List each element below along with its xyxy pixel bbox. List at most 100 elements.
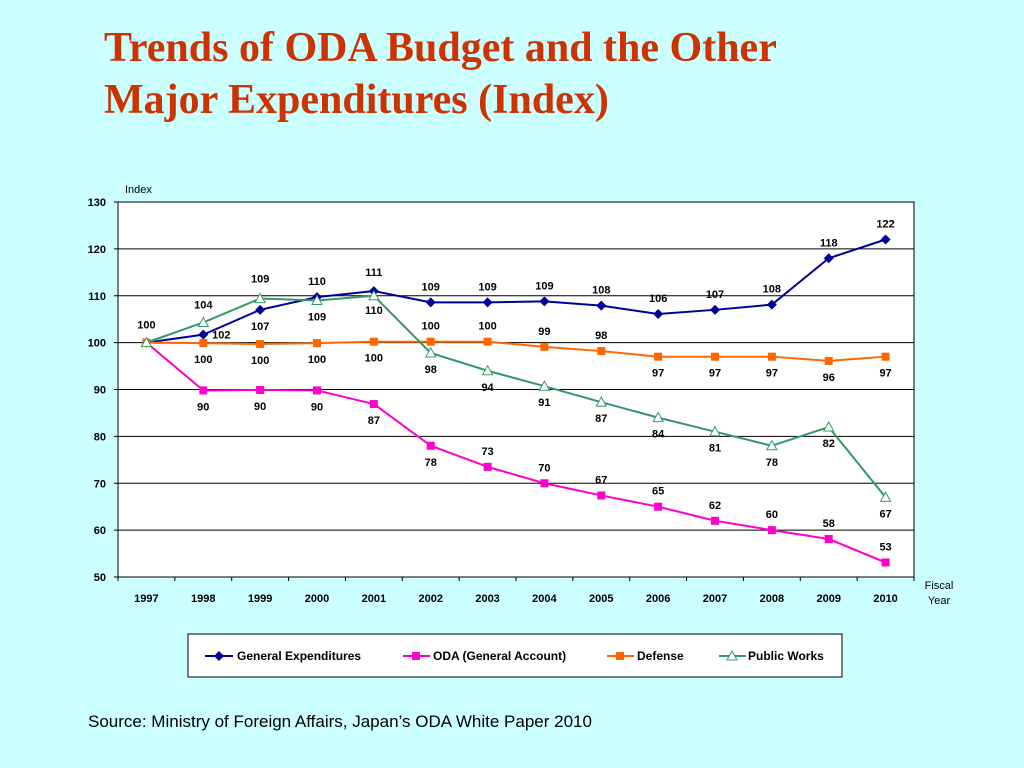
data-label: 110 <box>365 305 383 317</box>
data-label: 82 <box>823 438 835 450</box>
data-point <box>595 396 608 407</box>
data-label: 70 <box>538 462 550 474</box>
data-point <box>483 462 492 471</box>
data-label: 91 <box>538 397 550 409</box>
series-line <box>146 238 886 344</box>
slide-title-line-1: Trends of ODA Budget and the Other <box>104 25 777 71</box>
data-label: 108 <box>763 284 781 296</box>
data-label: 109 <box>478 281 496 293</box>
data-label: 97 <box>652 368 664 380</box>
x-tick-label: 2005 <box>589 593 613 605</box>
data-label: 100 <box>194 354 212 366</box>
x-tick-label: 1999 <box>248 593 272 605</box>
data-point <box>256 385 265 394</box>
y-tick-label: 90 <box>94 385 106 397</box>
legend: General Expenditures ODA (General Accoun… <box>187 633 843 678</box>
data-label: 87 <box>595 413 607 425</box>
data-label: 78 <box>425 457 437 469</box>
data-point <box>424 346 437 358</box>
data-point <box>824 356 833 365</box>
data-point <box>654 352 663 361</box>
data-point <box>711 516 719 525</box>
y-tick-label: 50 <box>94 572 106 584</box>
x-tick-label: 2008 <box>760 593 784 605</box>
y-tick-label: 110 <box>88 291 106 303</box>
data-point <box>426 337 435 346</box>
data-point <box>597 347 606 356</box>
series-3 <box>140 289 892 502</box>
data-point <box>709 425 721 437</box>
series-line <box>146 294 887 498</box>
data-point <box>199 339 208 348</box>
data-point <box>539 296 550 307</box>
legend-label-general-expenditures: General Expenditures <box>237 649 361 663</box>
square-marker-icon <box>616 652 624 660</box>
y-axis-title: Index <box>125 184 152 196</box>
data-label: 67 <box>879 508 891 520</box>
data-label: 100 <box>365 353 383 365</box>
data-label: 53 <box>879 541 891 553</box>
data-point <box>313 386 321 395</box>
x-tick-label: 1997 <box>134 593 158 605</box>
diamond-marker-icon <box>214 651 224 661</box>
data-label: 100 <box>251 355 269 367</box>
triangle-marker-icon <box>726 649 738 661</box>
x-tick-label: 2003 <box>475 593 499 605</box>
data-point <box>313 339 321 348</box>
data-label: 94 <box>481 382 494 394</box>
data-point <box>767 526 776 535</box>
data-label: 104 <box>194 299 213 311</box>
data-point <box>311 294 323 305</box>
data-label: 84 <box>652 429 665 441</box>
x-tick-label: 2006 <box>646 593 670 605</box>
slide-title: Trends of ODA Budget and the Other Major… <box>104 22 1004 126</box>
data-label: 100 <box>308 354 326 366</box>
data-label: 78 <box>766 457 778 469</box>
data-label: 100 <box>478 321 496 333</box>
data-point <box>824 535 833 544</box>
data-point <box>766 299 777 310</box>
y-tick-label: 120 <box>88 244 106 256</box>
data-label: 102 <box>212 330 230 342</box>
x-axis-title-line-1: Fiscal <box>925 580 954 592</box>
data-label: 97 <box>879 368 891 380</box>
data-point <box>140 336 153 348</box>
data-label: 90 <box>254 401 266 413</box>
data-point <box>596 300 607 311</box>
legend-item-oda: ODA (General Account) <box>403 649 566 663</box>
axes: 50 60 70 80 90 100 110 120 130 1997 1998 1999 2000 20… <box>88 197 915 605</box>
y-tick-label: 130 <box>88 197 106 209</box>
data-point <box>369 400 378 409</box>
legend-label-public-works: Public Works <box>748 649 824 663</box>
data-label: 60 <box>766 509 778 521</box>
data-point <box>197 316 210 327</box>
data-label: 109 <box>251 274 269 286</box>
data-point <box>711 352 719 361</box>
data-label: 107 <box>251 321 269 333</box>
data-point <box>426 441 435 450</box>
source-note: Source: Ministry of Foreign Affairs, Jap… <box>88 712 592 731</box>
data-label: 109 <box>308 311 326 323</box>
data-point <box>540 479 549 488</box>
data-point <box>766 439 778 451</box>
y-tick-label: 100 <box>88 338 106 350</box>
data-point <box>254 292 266 304</box>
data-label: 118 <box>820 237 838 249</box>
legend-label-oda: ODA (General Account) <box>433 649 566 663</box>
data-point <box>538 380 551 391</box>
series-lines <box>140 234 892 567</box>
data-label: 111 <box>365 267 382 279</box>
data-label: 98 <box>595 330 607 342</box>
data-label: 98 <box>425 364 437 376</box>
data-point <box>710 304 720 315</box>
data-point <box>823 253 834 264</box>
data-point <box>654 502 663 511</box>
data-label: 90 <box>311 401 323 413</box>
data-point <box>425 297 436 308</box>
data-point <box>540 342 549 351</box>
data-point <box>481 364 494 376</box>
data-label: 122 <box>876 219 894 231</box>
x-tick-label: 2009 <box>816 593 840 605</box>
data-point <box>482 297 493 308</box>
